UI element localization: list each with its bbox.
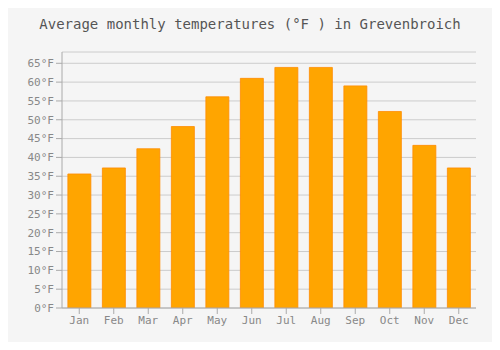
svg-text:25°F: 25°F xyxy=(28,208,55,221)
svg-text:Jun: Jun xyxy=(242,314,262,327)
svg-text:Sep: Sep xyxy=(345,314,365,327)
svg-text:20°F: 20°F xyxy=(28,227,55,240)
svg-text:Dec: Dec xyxy=(449,314,469,327)
svg-text:55°F: 55°F xyxy=(28,95,55,108)
svg-text:Feb: Feb xyxy=(104,314,124,327)
svg-text:Apr: Apr xyxy=(173,314,193,327)
svg-text:Jul: Jul xyxy=(276,314,296,327)
svg-text:15°F: 15°F xyxy=(28,245,55,258)
svg-text:5°F: 5°F xyxy=(34,283,54,296)
svg-text:45°F: 45°F xyxy=(28,132,55,145)
svg-text:35°F: 35°F xyxy=(28,170,55,183)
svg-text:30°F: 30°F xyxy=(28,189,55,202)
svg-text:40°F: 40°F xyxy=(28,151,55,164)
svg-text:Jan: Jan xyxy=(69,314,89,327)
svg-text:Mar: Mar xyxy=(138,314,158,327)
svg-text:Nov: Nov xyxy=(414,314,434,327)
svg-text:50°F: 50°F xyxy=(28,114,55,127)
svg-text:10°F: 10°F xyxy=(28,264,55,277)
svg-text:60°F: 60°F xyxy=(28,76,55,89)
svg-text:65°F: 65°F xyxy=(28,57,55,70)
html-text:Average monthly temperatures (: Average monthly temperatures (°F ) in Gr… xyxy=(39,16,461,32)
svg-text:Aug: Aug xyxy=(311,314,331,327)
svg-text:0°F: 0°F xyxy=(34,302,54,315)
svg-text:May: May xyxy=(207,314,227,327)
svg-text:Oct: Oct xyxy=(380,314,400,327)
